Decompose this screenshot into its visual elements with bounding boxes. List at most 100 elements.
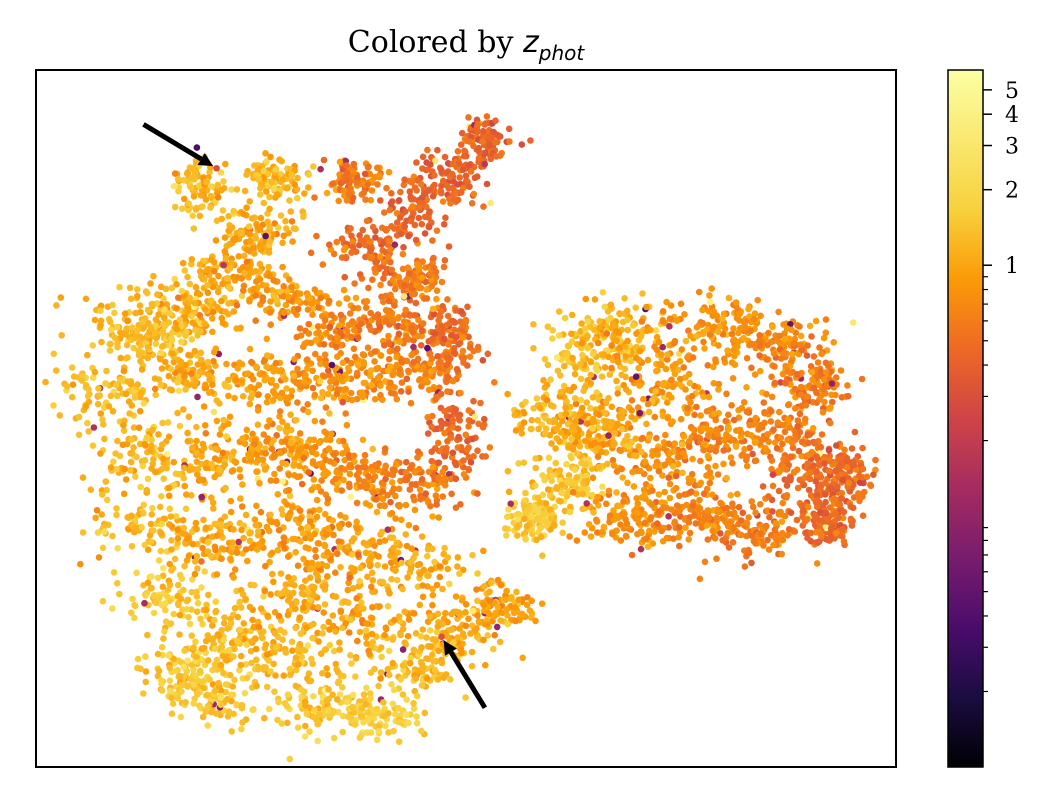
scatter-point: [624, 326, 631, 334]
scatter-point: [289, 238, 296, 245]
scatter-point: [256, 260, 264, 268]
scatter-point: [643, 303, 650, 311]
scatter-point: [234, 613, 242, 621]
scatter-point: [442, 609, 449, 617]
scatter-point: [188, 312, 195, 320]
scatter-point: [417, 633, 425, 640]
scatter-point: [56, 412, 64, 419]
scatter-point: [360, 189, 368, 197]
scatter-point: [570, 383, 578, 391]
scatter-point: [227, 555, 234, 562]
scatter-point: [334, 353, 341, 361]
scatter-point: [654, 367, 661, 374]
scatter-point: [286, 755, 294, 763]
scatter-point: [174, 666, 181, 674]
scatter-point: [313, 337, 320, 344]
scatter-point: [361, 464, 369, 471]
scatter-point: [194, 393, 201, 401]
scatter-point: [457, 389, 464, 397]
scatter-point: [284, 611, 292, 619]
scatter-point: [276, 424, 283, 432]
scatter-point: [143, 486, 151, 494]
scatter-point: [97, 450, 104, 457]
scatter-point: [304, 356, 311, 363]
scatter-point: [381, 502, 388, 509]
scatter-point: [365, 163, 372, 170]
scatter-point: [486, 141, 494, 149]
scatter-point: [695, 288, 703, 296]
scatter-point: [100, 421, 107, 428]
scatter-point: [371, 473, 379, 480]
scatter-point: [441, 407, 448, 415]
scatter-point: [261, 376, 269, 384]
scatter-point: [91, 316, 99, 324]
scatter-point: [409, 203, 416, 210]
scatter-point: [105, 403, 113, 410]
scatter-point: [246, 345, 254, 353]
scatter-point: [406, 465, 414, 472]
scatter-point: [201, 422, 209, 429]
scatter-point: [272, 359, 280, 367]
scatter-point: [385, 729, 392, 736]
scatter-point: [371, 395, 379, 403]
scatter-point: [459, 166, 467, 173]
scatter-point: [360, 539, 368, 547]
scatter-point: [345, 599, 352, 606]
scatter-point: [266, 705, 273, 713]
scatter-point: [425, 386, 433, 394]
scatter-point: [262, 562, 269, 570]
scatter-point: [129, 595, 136, 603]
scatter-point: [325, 297, 333, 305]
scatter-point: [302, 702, 309, 709]
scatter-point: [367, 561, 374, 569]
scatter-point: [426, 208, 433, 215]
scatter-point: [185, 613, 192, 621]
scatter-point: [416, 570, 424, 578]
scatter-point: [389, 317, 396, 324]
scatter-point: [225, 647, 233, 654]
scatter-point: [297, 686, 305, 693]
scatter-point: [82, 403, 90, 410]
scatter-point: [549, 335, 556, 342]
scatter-point: [424, 497, 432, 505]
scatter-point: [454, 554, 462, 561]
scatter-point: [238, 361, 246, 368]
scatter-point: [147, 520, 155, 528]
scatter-point: [622, 353, 630, 360]
scatter-point: [325, 445, 333, 452]
scatter-point: [339, 398, 347, 406]
scatter-point: [383, 225, 391, 233]
scatter-point: [131, 614, 138, 622]
scatter-point: [250, 285, 257, 293]
scatter-point: [334, 550, 341, 558]
scatter-point: [347, 389, 355, 397]
scatter-point: [387, 379, 394, 387]
scatter-point: [348, 538, 356, 545]
scatter-point: [262, 445, 269, 452]
scatter-point: [291, 355, 298, 363]
scatter-point: [194, 691, 201, 698]
scatter-point: [281, 629, 288, 636]
scatter-point: [102, 478, 110, 485]
scatter-point: [172, 513, 180, 520]
scatter-point: [396, 338, 403, 346]
scatter-point: [512, 617, 519, 625]
scatter-point: [176, 672, 184, 680]
scatter-point: [191, 570, 199, 578]
scatter-point: [239, 263, 247, 271]
scatter-point: [387, 389, 395, 397]
scatter-point: [189, 540, 197, 548]
scatter-point: [237, 604, 245, 611]
scatter-point: [185, 200, 192, 207]
scatter-point: [194, 565, 201, 572]
scatter-point: [339, 712, 347, 720]
scatter-point: [343, 698, 350, 706]
scatter-point: [381, 378, 389, 385]
scatter-point: [228, 224, 236, 231]
scatter-point: [418, 476, 426, 483]
scatter-point: [438, 659, 446, 667]
scatter-point: [201, 276, 208, 283]
scatter-point: [388, 479, 396, 486]
scatter-point: [128, 521, 135, 528]
scatter-point: [128, 543, 136, 550]
